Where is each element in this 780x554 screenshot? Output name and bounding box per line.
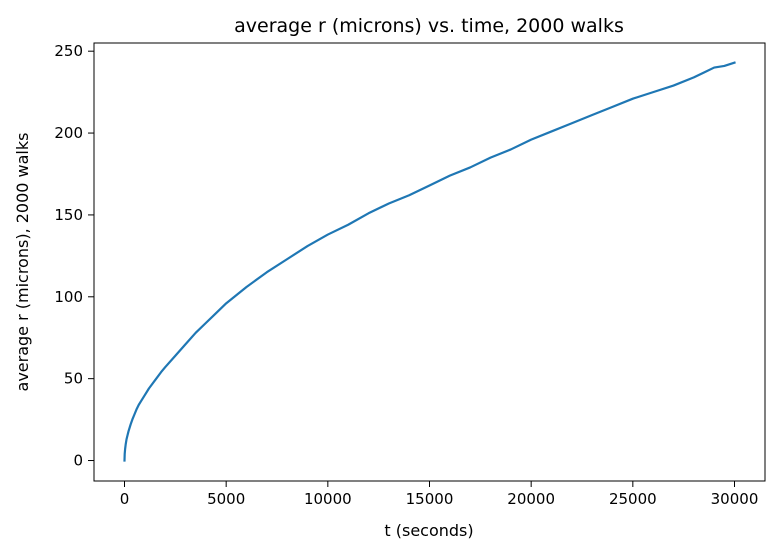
- y-tick-label: 150: [54, 206, 83, 224]
- x-tick-label: 30000: [711, 490, 759, 508]
- x-tick-label: 0: [120, 490, 130, 508]
- y-tick-label: 50: [64, 370, 83, 388]
- y-axis-ticks: 0 50 100 150 200 250: [54, 42, 94, 470]
- y-tick-label: 100: [54, 288, 83, 306]
- y-tick-label: 200: [54, 124, 83, 142]
- y-tick-label: 0: [73, 452, 83, 470]
- y-tick-label: 250: [54, 42, 83, 60]
- series-line-average-r: [123, 61, 736, 462]
- x-tick-label: 20000: [507, 490, 555, 508]
- x-axis-label: t (seconds): [384, 521, 473, 540]
- y-axis-label: average r (microns), 2000 walks: [13, 133, 32, 392]
- x-tick-label: 25000: [609, 490, 657, 508]
- plot-area-frame: [93, 42, 766, 482]
- chart-title: average r (microns) vs. time, 2000 walks: [234, 15, 624, 37]
- x-tick-label: 5000: [207, 490, 245, 508]
- x-tick-label: 10000: [304, 490, 352, 508]
- x-tick-label: 15000: [406, 490, 454, 508]
- x-axis-ticks: 0 5000 10000 15000 20000 25000 30000: [120, 481, 759, 508]
